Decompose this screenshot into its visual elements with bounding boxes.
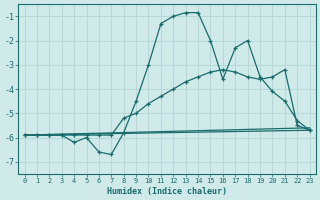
X-axis label: Humidex (Indice chaleur): Humidex (Indice chaleur): [107, 187, 227, 196]
